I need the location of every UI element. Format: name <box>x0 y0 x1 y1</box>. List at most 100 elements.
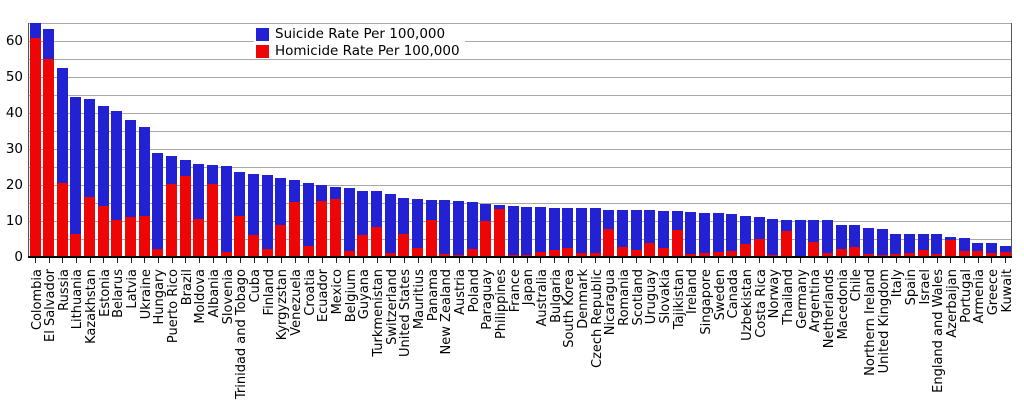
x-label-armenia: Armenia <box>972 269 988 324</box>
suicide-segment <box>657 210 669 249</box>
bar-uzbekistan <box>739 216 751 257</box>
x-tick <box>964 258 966 263</box>
bar-latvia <box>125 120 137 257</box>
homicide-segment <box>944 239 956 257</box>
homicide-segment <box>56 182 68 257</box>
bar-denmark <box>575 208 587 257</box>
suicide-segment <box>534 207 546 253</box>
x-label-nicaragua: Nicaragua <box>603 269 619 336</box>
suicide-segment <box>630 210 642 251</box>
homicide-segment <box>917 250 929 257</box>
x-label-finland: Finland <box>261 269 277 316</box>
homicide-segment <box>261 248 273 257</box>
bar-canada <box>726 213 738 257</box>
bar-costa-rica <box>753 216 765 257</box>
homicide-legend-label: Homicide Rate Per 100,000 <box>275 43 460 59</box>
suicide-segment <box>876 229 888 255</box>
suicide-segment <box>466 201 478 250</box>
bar-argentina <box>808 219 820 257</box>
suicide-segment <box>562 207 574 249</box>
suicide-segment <box>43 28 55 59</box>
suicide-legend-swatch <box>256 27 269 41</box>
suicide-segment <box>603 209 615 229</box>
x-label-argentina: Argentina <box>808 269 824 333</box>
suicide-segment <box>97 105 109 206</box>
x-tick <box>827 258 829 263</box>
x-label-slovenia: Slovenia <box>220 269 236 325</box>
suicide-segment <box>220 166 232 253</box>
x-label-croatia: Croatia <box>302 269 318 316</box>
bar-hungary <box>152 153 164 257</box>
x-label-mauritius: Mauritius <box>412 269 428 330</box>
y-label-30: 30 <box>5 141 23 158</box>
homicide-segment <box>931 254 943 257</box>
x-tick <box>431 258 433 263</box>
homicide-segment <box>685 254 697 257</box>
x-tick <box>581 258 583 263</box>
homicide-segment <box>903 253 915 257</box>
suicide-segment <box>726 213 738 251</box>
x-tick <box>704 258 706 263</box>
homicide-segment <box>521 254 533 257</box>
bar-japan <box>521 207 533 257</box>
x-tick <box>103 258 105 263</box>
homicide-legend-swatch <box>256 44 269 58</box>
suicide-legend-label: Suicide Rate Per 100,000 <box>275 26 446 42</box>
homicide-segment <box>412 247 424 257</box>
homicide-segment <box>589 252 601 257</box>
x-label-switzerland: Switzerland <box>384 269 400 345</box>
x-tick <box>690 258 692 263</box>
gridline-35 <box>28 131 1012 133</box>
x-label-uruguay: Uruguay <box>644 269 660 325</box>
suicide-segment <box>179 160 191 176</box>
homicide-segment <box>985 253 997 257</box>
x-tick <box>212 258 214 263</box>
x-tick <box>923 258 925 263</box>
bar-venezuela <box>289 180 301 257</box>
x-tick <box>321 258 323 263</box>
bar-slovenia <box>220 166 232 257</box>
homicide-segment <box>125 216 137 257</box>
x-label-el-salvador: El Salvador <box>43 269 59 342</box>
bar-sweden <box>712 212 724 257</box>
x-tick <box>882 258 884 263</box>
suicide-segment <box>70 96 82 234</box>
bar-estonia <box>97 105 109 257</box>
homicide-segment <box>999 251 1011 257</box>
gridline-10 <box>28 221 1012 223</box>
bar-croatia <box>302 183 314 257</box>
x-label-united-states: United States <box>398 269 414 358</box>
x-tick <box>308 258 310 263</box>
bar-lithuania <box>70 96 82 257</box>
x-label-germany: Germany <box>794 269 810 329</box>
gridline-25 <box>28 167 1012 169</box>
homicide-segment <box>166 184 178 257</box>
x-tick <box>854 258 856 263</box>
suicide-segment <box>29 22 41 38</box>
x-label-ecuador: Ecuador <box>316 269 332 323</box>
x-label-northern-ireland: Northern Ireland <box>862 269 878 376</box>
bar-nicaragua <box>603 209 615 257</box>
homicide-segment <box>575 253 587 257</box>
x-tick <box>130 258 132 263</box>
homicide-segment <box>302 246 314 257</box>
homicide-segment <box>876 254 888 257</box>
x-tick <box>253 258 255 263</box>
x-tick <box>335 258 337 263</box>
x-tick <box>649 258 651 263</box>
x-label-macedonia: Macedonia <box>835 269 851 340</box>
bar-thailand <box>780 219 792 257</box>
bar-belarus <box>111 110 123 257</box>
gridline-50 <box>28 77 1012 79</box>
bar-brazil <box>179 160 191 257</box>
homicide-segment <box>316 200 328 257</box>
x-label-lithuania: Lithuania <box>70 269 86 330</box>
x-tick <box>772 258 774 263</box>
x-tick <box>540 258 542 263</box>
bar-northern-ireland <box>862 227 874 257</box>
x-label-belgium: Belgium <box>343 269 359 323</box>
gridline-20 <box>28 185 1012 187</box>
x-tick <box>759 258 761 263</box>
bar-england-and-wales <box>931 234 943 257</box>
bar-philippines <box>494 204 505 257</box>
